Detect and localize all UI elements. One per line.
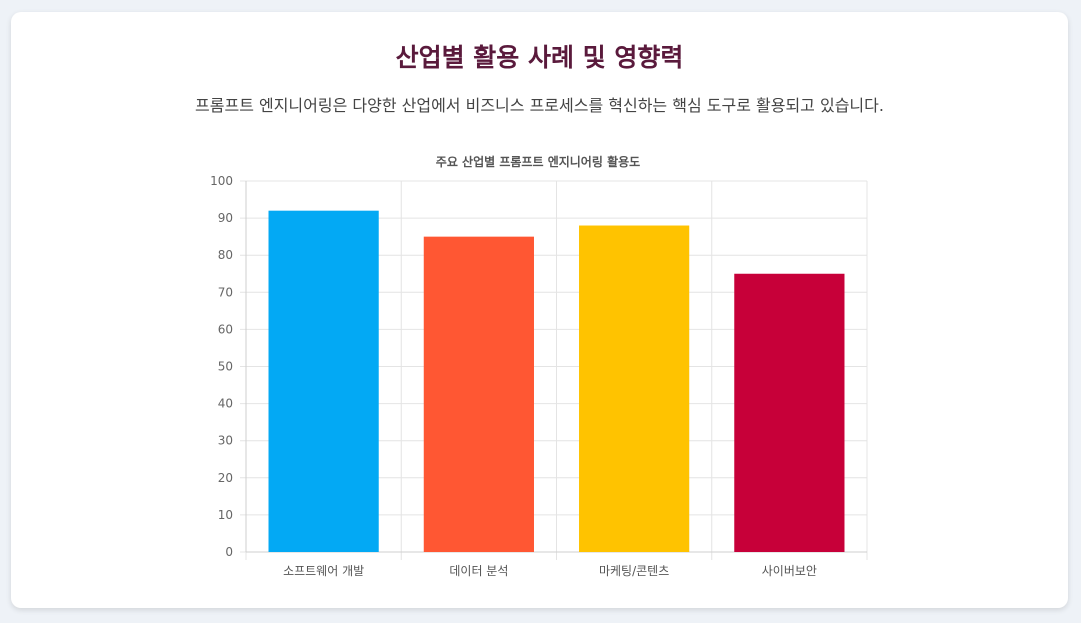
page-title: 산업별 활용 사례 및 영향력	[395, 43, 684, 72]
x-tick-label: 데이터 분석	[449, 564, 508, 578]
bar-1[interactable]	[268, 210, 379, 552]
content-card: 산업별 활용 사례 및 영향력 프롬프트 엔지니어링은 다양한 산업에서 비즈니…	[11, 12, 1068, 608]
y-tick-label: 30	[218, 434, 233, 448]
y-tick-label: 60	[218, 322, 233, 336]
bar-3[interactable]	[579, 225, 690, 552]
y-axis: 0 10 20 30 40 50 60 70 80 90 100	[210, 174, 233, 559]
chart-bars	[268, 210, 845, 552]
y-tick-label: 90	[218, 211, 233, 225]
y-tick-label: 20	[218, 471, 233, 485]
y-tick-label: 80	[218, 248, 233, 262]
bar-2[interactable]	[423, 236, 534, 552]
y-tick-label: 10	[218, 508, 233, 522]
x-tick-label: 사이버보안	[762, 564, 817, 578]
page-subtitle: 프롬프트 엔지니어링은 다양한 산업에서 비즈니스 프로세스를 혁신하는 핵심 …	[195, 96, 884, 115]
chart-title: 주요 산업별 프롬프트 엔지니어링 활용도	[436, 154, 640, 169]
x-axis: 소프트웨어 개발 데이터 분석 마케팅/콘텐츠 사이버보안	[283, 564, 817, 578]
y-tick-label: 100	[210, 174, 233, 188]
x-tick-label: 마케팅/콘텐츠	[599, 564, 669, 578]
x-tick-label: 소프트웨어 개발	[283, 564, 364, 578]
bar-4[interactable]	[734, 273, 845, 552]
y-tick-label: 40	[218, 397, 233, 411]
y-tick-label: 0	[225, 545, 233, 559]
y-tick-label: 70	[218, 285, 233, 299]
y-tick-label: 50	[218, 360, 233, 374]
